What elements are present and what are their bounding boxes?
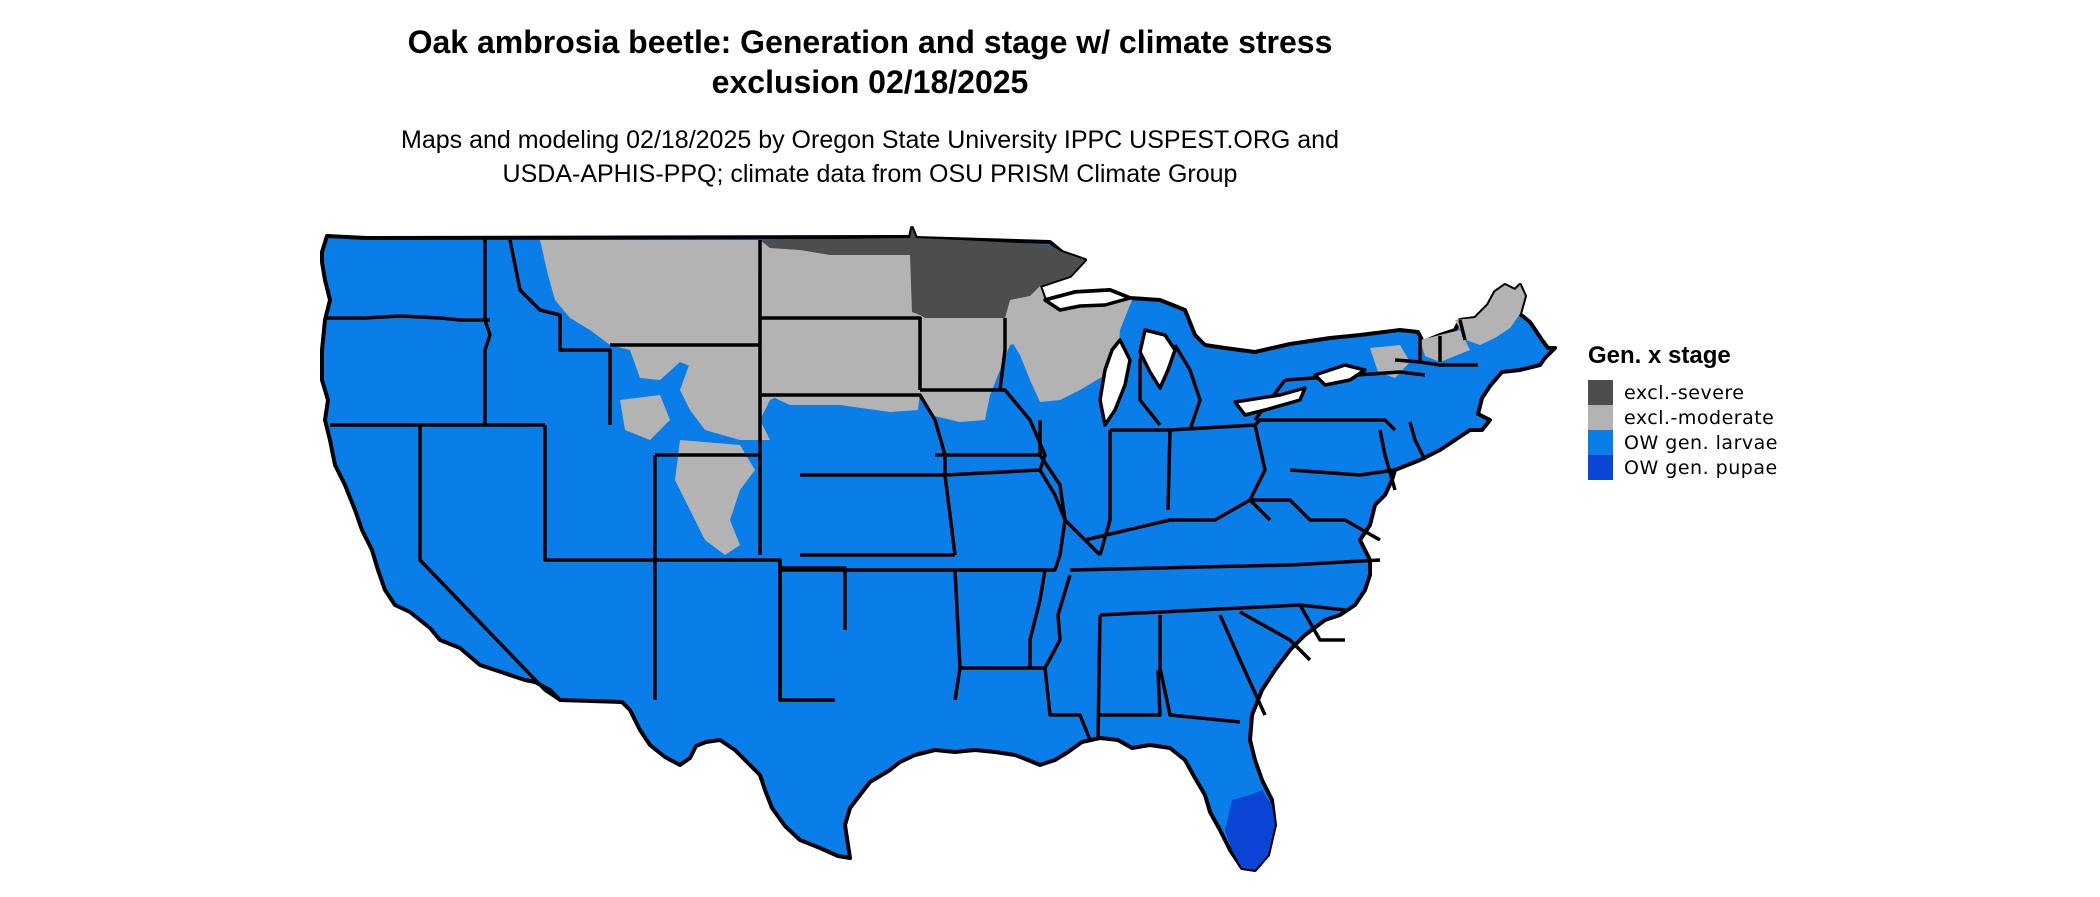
map-subtitle: Maps and modeling 02/18/2025 by Oregon S… [330,123,1410,191]
map-legend: Gen. x stage excl.-severe excl.-moderate… [1588,342,1778,480]
legend-swatch [1588,455,1613,480]
legend-items: excl.-severe excl.-moderate OW gen. larv… [1588,380,1778,480]
great-lakes [1043,288,1367,427]
legend-label: excl.-severe [1624,381,1745,404]
legend-item: excl.-moderate [1588,405,1778,430]
legend-title: Gen. x stage [1588,342,1731,369]
legend-item: excl.-severe [1588,380,1778,405]
legend-item: OW gen. larvae [1588,430,1778,455]
legend-swatch [1588,405,1613,430]
map-title: Oak ambrosia beetle: Generation and stag… [330,22,1410,102]
map-subtitle-line-1: Maps and modeling 02/18/2025 by Oregon S… [401,126,1339,154]
map-subtitle-line-2: USDA-APHIS-PPQ; climate data from OSU PR… [502,160,1238,188]
legend-label: OW gen. larvae [1624,431,1778,454]
legend-swatch [1588,430,1613,455]
legend-label: excl.-moderate [1624,406,1775,429]
pupae-region [1225,790,1275,870]
map-title-line-1: Oak ambrosia beetle: Generation and stag… [407,24,1333,60]
state-boundaries [327,238,1478,741]
legend-swatch [1588,380,1613,405]
legend-item: OW gen. pupae [1588,455,1778,480]
legend-label: OW gen. pupae [1624,456,1778,479]
map-title-line-2: exclusion 02/18/2025 [711,64,1029,100]
severe-exclusion-region [760,228,1085,318]
